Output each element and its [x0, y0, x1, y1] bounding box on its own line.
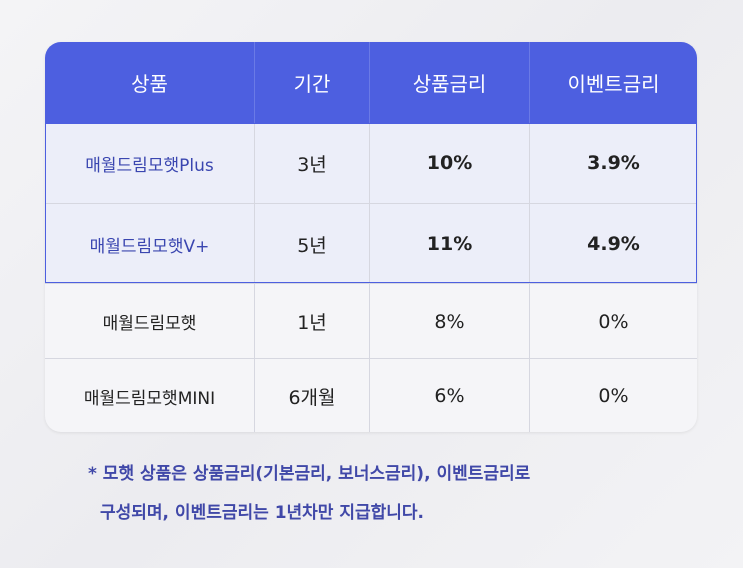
table-cell: 10%	[370, 123, 530, 203]
table-cell: 6%	[370, 359, 530, 432]
table-cell: 1년	[255, 284, 370, 359]
table-cell: 6개월	[255, 359, 370, 432]
table-cell: 0%	[598, 385, 629, 407]
table-cell: 11%	[370, 204, 530, 284]
header-cell: 기간	[255, 42, 370, 123]
header-cell: 상품	[45, 42, 255, 123]
table-row: 매월드림모햇MINI 6개월 6% 0%	[45, 358, 697, 432]
header-cell: 상품금리	[370, 42, 530, 123]
table-cell: 매월드림모햇Plus	[45, 123, 255, 203]
table-cell: 4.9%	[587, 233, 640, 255]
note-line: 구성되며, 이벤트금리는 1년차만 지급합니다.	[100, 503, 425, 523]
header-cell: 이벤트금리	[567, 72, 660, 96]
table-cell: 5년	[255, 204, 370, 284]
table-cell: 매월드림모햇MINI	[45, 359, 255, 432]
table-row: 매월드림모햇Plus 3년 10% 3.9%	[45, 123, 697, 203]
table-cell: 8%	[370, 284, 530, 359]
table-cell: 매월드림모햇	[45, 284, 255, 359]
table-row: 매월드림모햇 1년 8% 0%	[45, 283, 697, 359]
table-cell: 매월드림모햇V+	[45, 204, 255, 284]
table-row: 매월드림모햇V+ 5년 11% 4.9%	[45, 203, 697, 284]
header-row: 상품 기간 상품금리 이벤트금리	[45, 42, 697, 123]
note-line: * 모햇 상품은 상품금리(기본금리, 보너스금리), 이벤트금리로	[88, 464, 531, 484]
table-cell: 0%	[598, 310, 629, 333]
table-cell: 3년	[255, 123, 370, 203]
table-cell: 3.9%	[587, 152, 640, 174]
